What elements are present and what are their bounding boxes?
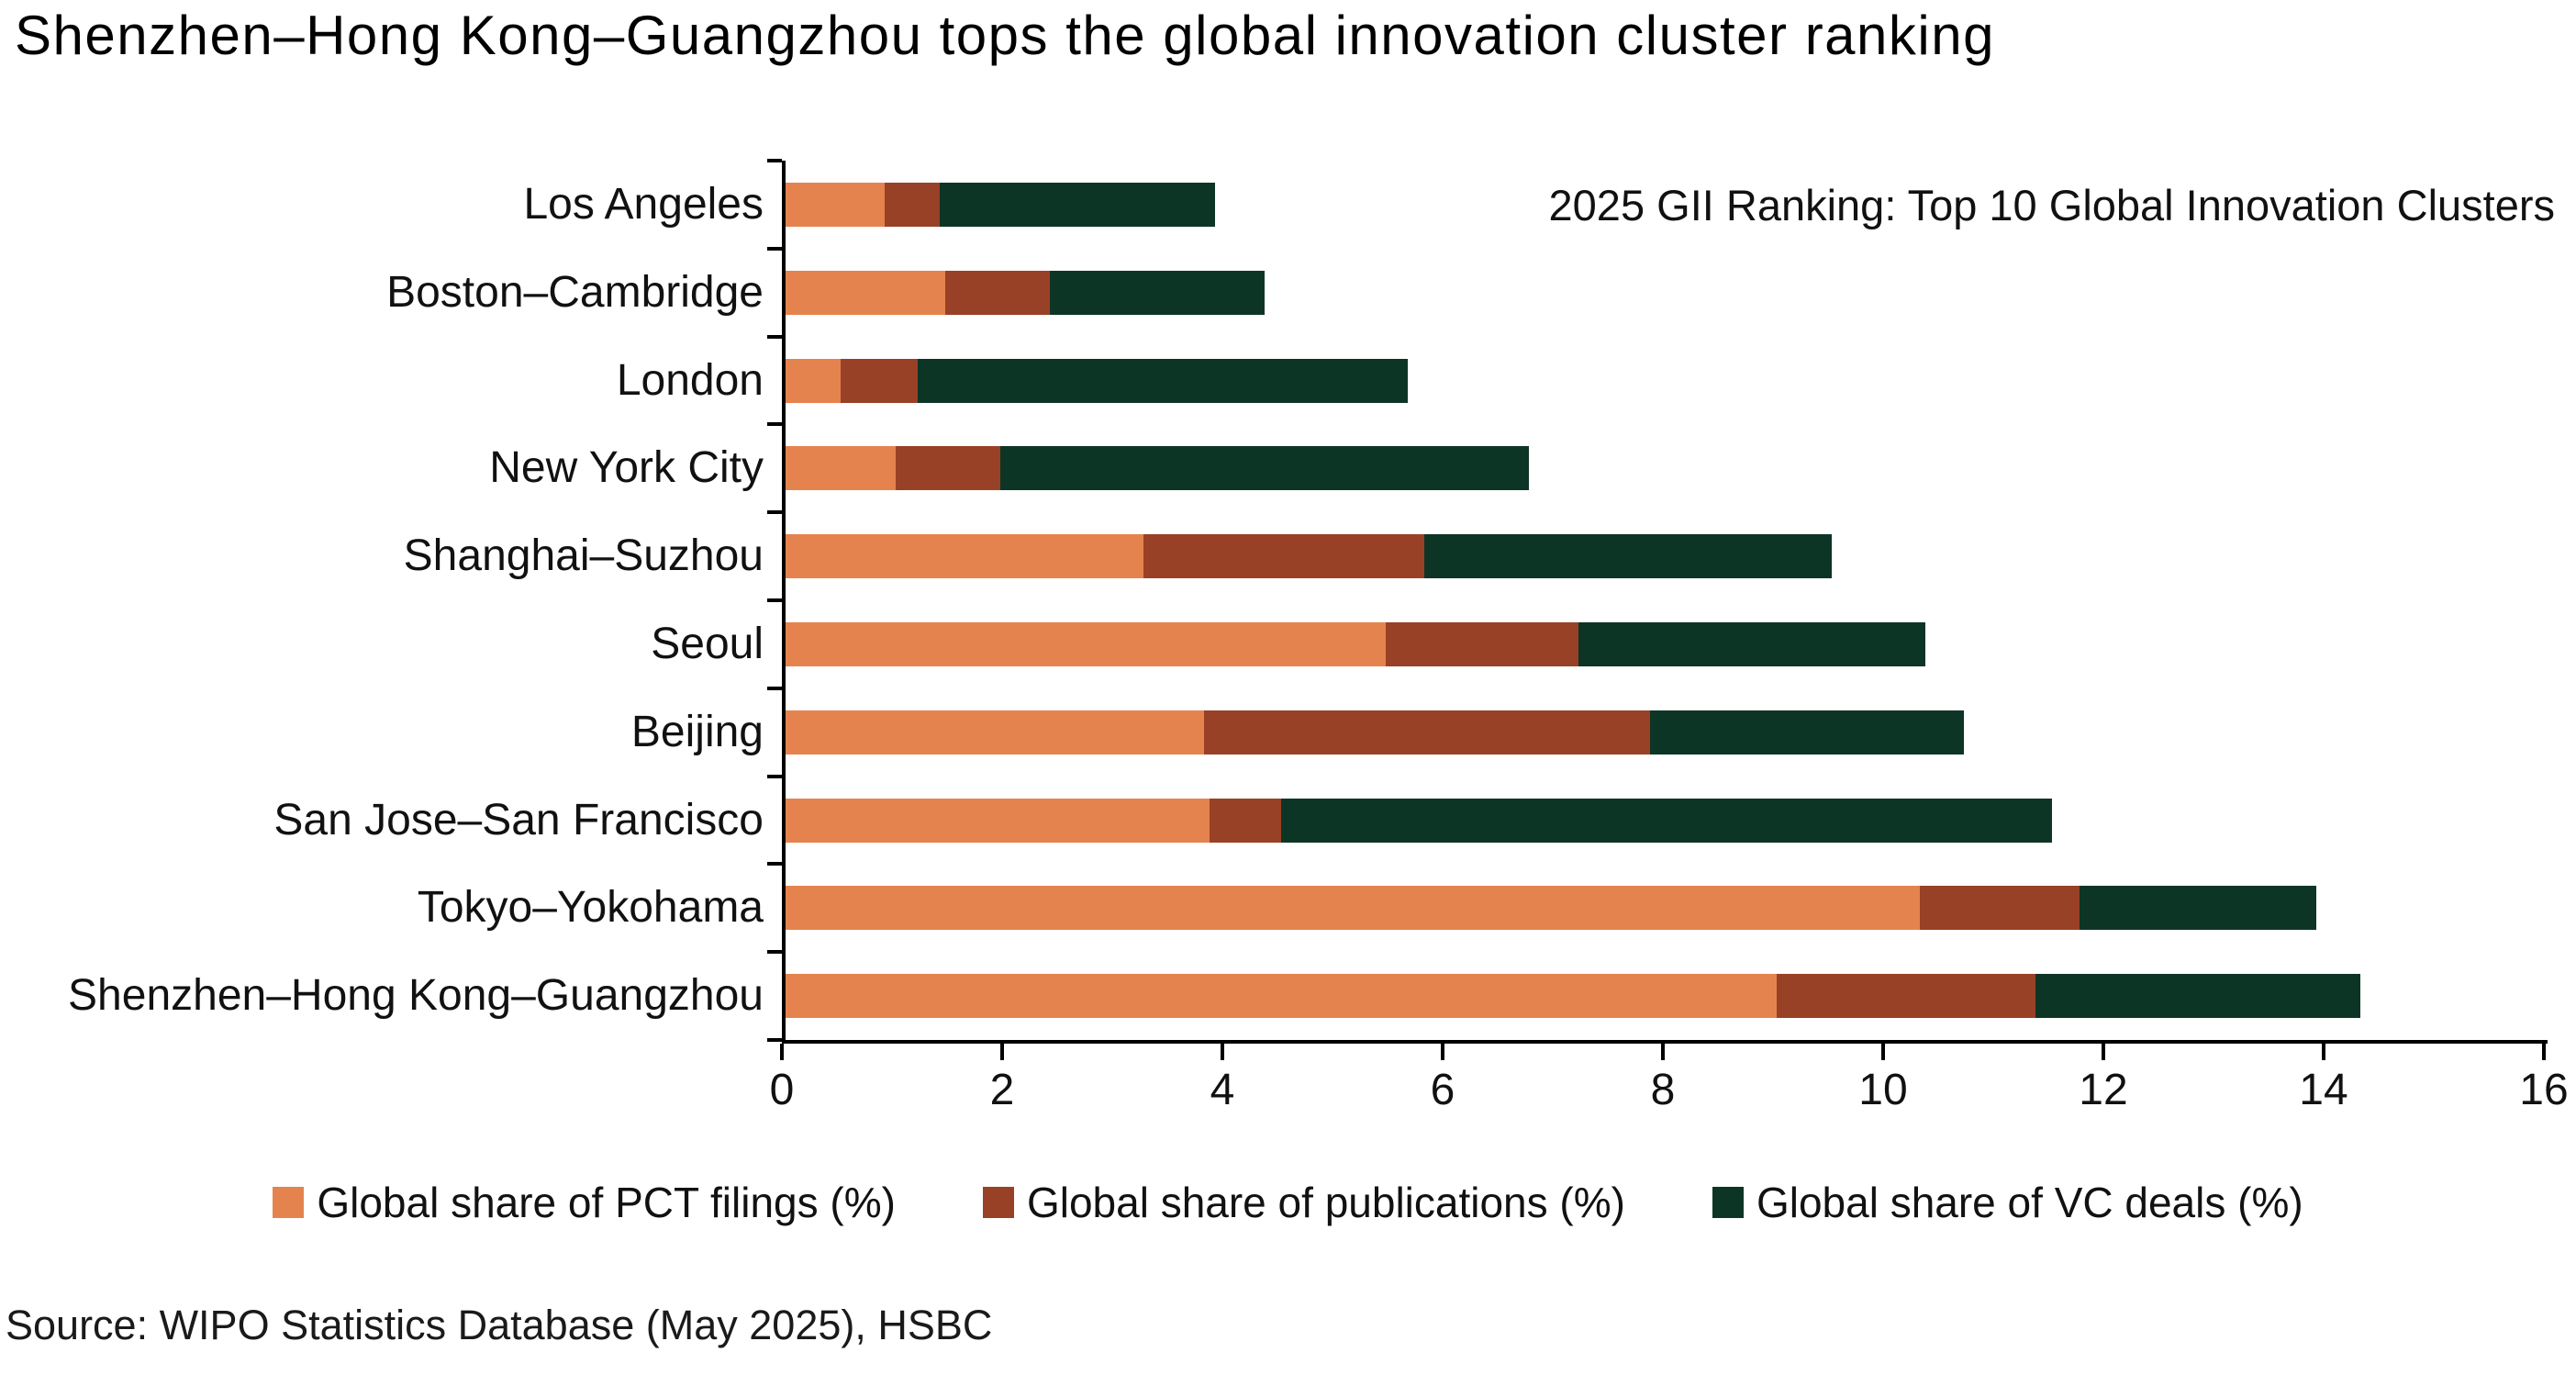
legend-item: Global share of PCT filings (%) bbox=[273, 1178, 896, 1227]
chart-subtitle: 2025 GII Ranking: Top 10 Global Innovati… bbox=[1548, 181, 2555, 229]
bar-segment-pct-filings bbox=[786, 710, 1204, 755]
x-axis-tick-label: 12 bbox=[2079, 1066, 2128, 1114]
x-axis-tick bbox=[1661, 1044, 1665, 1060]
bar-segment-publications bbox=[1920, 886, 2080, 931]
chart-title: Shenzhen–Hong Kong–Guangzhou tops the gl… bbox=[15, 5, 1995, 66]
x-axis-tick-label: 0 bbox=[769, 1066, 795, 1114]
bar-segment-pct-filings bbox=[786, 621, 1386, 666]
category-label: London bbox=[616, 355, 764, 405]
x-axis-tick-label: 6 bbox=[1430, 1066, 1455, 1114]
y-axis-tick bbox=[767, 686, 782, 690]
x-axis-tick-label: 10 bbox=[1858, 1066, 1908, 1114]
y-axis-tick bbox=[767, 510, 782, 515]
bar-segment-publications bbox=[841, 358, 918, 403]
category-label: Tokyo–Yokohama bbox=[417, 883, 764, 933]
category-label: Boston–Cambridge bbox=[386, 267, 764, 317]
legend: Global share of PCT filings (%) Global sh… bbox=[0, 1173, 2576, 1232]
y-axis-tick bbox=[767, 422, 782, 427]
bar-segment-publications bbox=[896, 446, 1000, 491]
y-axis-tick bbox=[767, 1038, 782, 1042]
bar-segment-vc-deals bbox=[918, 358, 1408, 403]
y-axis-tick bbox=[767, 159, 782, 162]
x-axis-tick-label: 2 bbox=[989, 1066, 1015, 1114]
bar-segment-vc-deals bbox=[1424, 534, 1832, 579]
bar-segment-vc-deals bbox=[1050, 270, 1265, 315]
x-axis-tick-label: 16 bbox=[2519, 1066, 2569, 1114]
bar-segment-pct-filings bbox=[786, 270, 945, 315]
bar-segment-pct-filings bbox=[786, 358, 841, 403]
y-axis-tick bbox=[767, 862, 782, 866]
bar-segment-pct-filings bbox=[786, 182, 885, 227]
legend-item: Global share of VC deals (%) bbox=[1712, 1178, 2303, 1227]
x-axis-tick bbox=[1441, 1044, 1444, 1060]
bar-segment-publications bbox=[1204, 710, 1650, 755]
legend-label: Global share of VC deals (%) bbox=[1756, 1179, 2303, 1226]
x-axis-tick bbox=[2542, 1044, 2546, 1060]
x-axis-tick-label: 4 bbox=[1210, 1066, 1235, 1114]
bar-segment-vc-deals bbox=[1578, 621, 1925, 666]
x-axis-tick-label: 8 bbox=[1650, 1066, 1676, 1114]
bar-segment-vc-deals bbox=[1650, 710, 1964, 755]
bar-segment-pct-filings bbox=[786, 886, 1920, 931]
x-axis-tick bbox=[1221, 1044, 1224, 1060]
bar-segment-publications bbox=[945, 270, 1050, 315]
category-label: Shenzhen–Hong Kong–Guangzhou bbox=[68, 971, 764, 1021]
legend-swatch bbox=[1712, 1187, 1744, 1218]
bar-segment-publications bbox=[885, 182, 940, 227]
source-note: Source: WIPO Statistics Database (May 20… bbox=[6, 1302, 993, 1348]
bar-segment-pct-filings bbox=[786, 798, 1210, 843]
bar-segment-vc-deals bbox=[1000, 446, 1529, 491]
x-axis-tick bbox=[1000, 1044, 1004, 1060]
legend-swatch bbox=[982, 1187, 1014, 1218]
legend-item: Global share of publications (%) bbox=[982, 1178, 1625, 1227]
y-axis-tick bbox=[767, 246, 782, 251]
x-axis-tick-label: 14 bbox=[2299, 1066, 2348, 1114]
bar-segment-vc-deals bbox=[2080, 886, 2316, 931]
bar-segment-vc-deals bbox=[1281, 798, 2052, 843]
category-label: Seoul bbox=[651, 619, 764, 668]
x-axis-tick bbox=[1881, 1044, 1885, 1060]
category-label: Beijing bbox=[630, 707, 764, 756]
bar-segment-pct-filings bbox=[786, 534, 1143, 579]
plot-area bbox=[782, 161, 2548, 1044]
category-label: Los Angeles bbox=[523, 179, 764, 229]
category-label: San Jose–San Francisco bbox=[273, 795, 764, 844]
bar-segment-publications bbox=[1210, 798, 1281, 843]
legend-label: Global share of publications (%) bbox=[1026, 1179, 1625, 1226]
x-axis-tick bbox=[2102, 1044, 2105, 1060]
x-axis-tick bbox=[2322, 1044, 2325, 1060]
bar-segment-vc-deals bbox=[940, 182, 1215, 227]
bar-segment-pct-filings bbox=[786, 974, 1777, 1019]
y-axis-tick bbox=[767, 334, 782, 339]
x-axis-tick bbox=[780, 1044, 784, 1060]
bar-segment-publications bbox=[1143, 534, 1424, 579]
category-label: New York City bbox=[489, 443, 764, 493]
bar-segment-vc-deals bbox=[2035, 974, 2360, 1019]
y-axis-tick bbox=[767, 774, 782, 778]
category-label: Shanghai–Suzhou bbox=[403, 531, 764, 581]
legend-swatch bbox=[273, 1187, 305, 1218]
bar-segment-publications bbox=[1777, 974, 2035, 1019]
legend-label: Global share of PCT filings (%) bbox=[317, 1179, 896, 1226]
bar-segment-publications bbox=[1386, 621, 1578, 666]
y-axis-tick bbox=[767, 950, 782, 955]
y-axis-tick bbox=[767, 598, 782, 602]
bar-segment-pct-filings bbox=[786, 446, 896, 491]
